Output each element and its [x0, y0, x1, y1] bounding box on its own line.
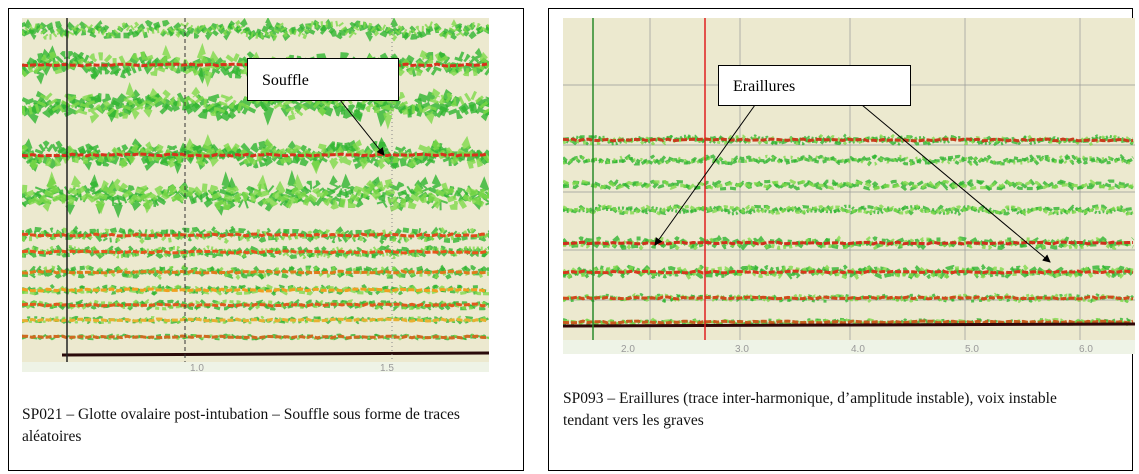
callout-label: Souffle [262, 72, 309, 89]
harmonic-trace [22, 80, 489, 127]
harmonic-trace [22, 134, 489, 176]
harmonic-trace [563, 137, 1134, 143]
harmonic-trace [563, 269, 1134, 275]
time-tick: 1.0 [190, 363, 204, 374]
harmonic-trace [563, 295, 1134, 301]
spectrogram-traces [563, 18, 1135, 354]
callout-arrow [339, 99, 385, 156]
caption: SP021 – Glotte ovalaire post-intubation … [22, 406, 460, 445]
harmonic-trace [22, 78, 489, 130]
harmonic-trace [22, 18, 489, 44]
harmonic-trace [563, 153, 1134, 167]
callout-arrow [654, 104, 756, 246]
time-tick: 3.0 [735, 344, 749, 355]
callout-box [718, 65, 911, 106]
harmonic-trace [22, 171, 489, 217]
time-tick: 1.5 [380, 363, 394, 374]
harmonic-trace [22, 298, 489, 311]
harmonic-trace [563, 203, 1134, 216]
harmonic-trace [563, 178, 1134, 191]
harmonic-trace [22, 18, 489, 42]
caption: SP093 – Eraillures (trace inter-harmoniq… [563, 390, 1057, 429]
harmonic-trace [22, 317, 488, 323]
harmonic-trace [22, 302, 488, 308]
harmonic-trace [563, 319, 1134, 325]
harmonic-trace [22, 264, 489, 281]
callout-arrow [861, 104, 1051, 263]
harmonic-trace [563, 179, 1134, 192]
time-tick: 4.0 [851, 344, 865, 355]
time-tick: 6.0 [1079, 344, 1093, 355]
harmonic-trace [22, 244, 489, 260]
harmonic-trace [22, 334, 488, 340]
harmonic-trace [22, 287, 488, 293]
callout-box [247, 58, 399, 101]
harmonic-trace [563, 235, 1134, 251]
callout-label: Eraillures [733, 78, 795, 95]
harmonic-trace [22, 315, 489, 325]
harmonic-trace [22, 232, 488, 238]
time-axis [22, 362, 489, 372]
time-tick: 5.0 [965, 344, 979, 355]
harmonic-trace [22, 333, 489, 341]
harmonic-trace [61, 351, 489, 357]
harmonic-trace [22, 18, 489, 42]
harmonic-trace [22, 284, 489, 296]
harmonic-trace [563, 322, 1135, 328]
harmonic-trace [22, 152, 488, 158]
time-axis [563, 340, 1135, 354]
harmonic-trace [563, 240, 1133, 246]
time-tick: 2.0 [621, 344, 635, 355]
harmonic-trace [22, 249, 488, 255]
harmonic-trace [22, 283, 489, 296]
harmonic-trace [563, 204, 1134, 216]
harmonic-trace [22, 269, 488, 275]
panel-frame [8, 8, 524, 471]
